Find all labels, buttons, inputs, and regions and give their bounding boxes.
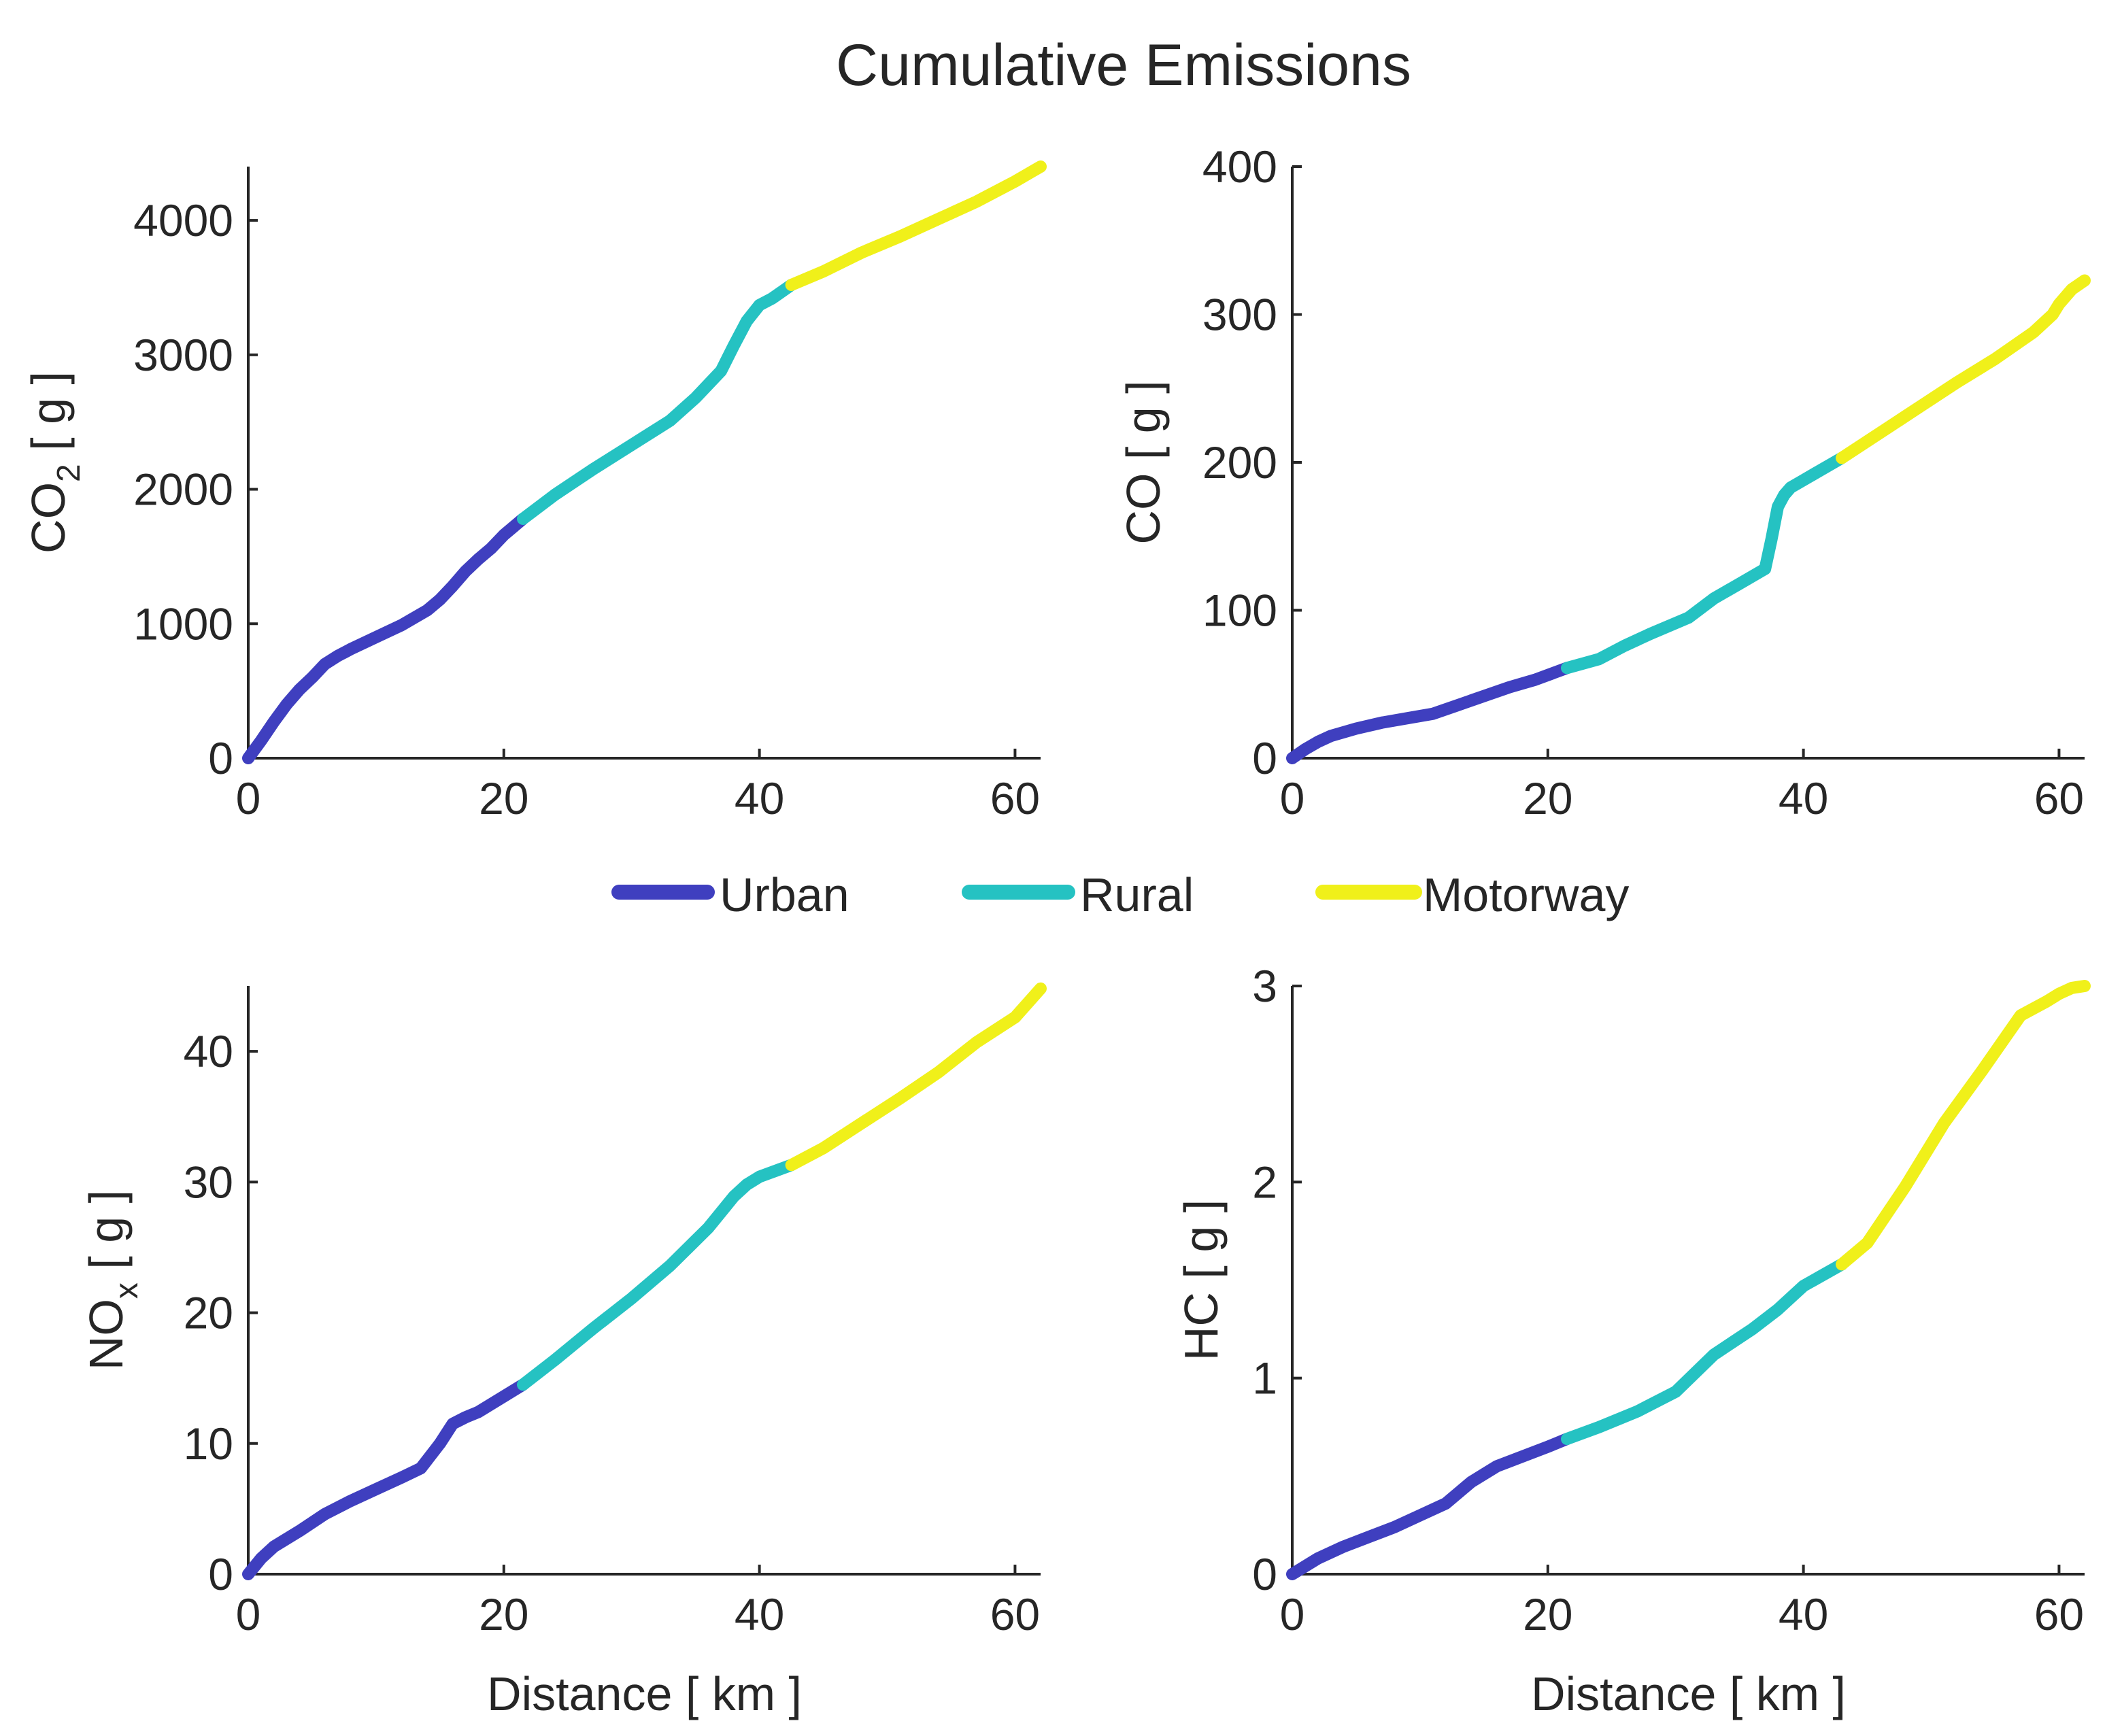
y-tick-label-co2: 0 [208, 733, 233, 783]
x-tick-label-co: 60 [2034, 773, 2084, 823]
y-tick-label-co2: 1000 [133, 598, 233, 649]
y-tick-label-co: 0 [1252, 733, 1277, 783]
y-axis-label-subscript: 2 [51, 464, 87, 482]
x-tick-label-hc: 20 [1523, 1589, 1572, 1639]
x-tick-label-co: 20 [1523, 773, 1572, 823]
series-line-rural-co [1561, 452, 1848, 675]
y-tick-label-hc: 1 [1252, 1353, 1277, 1403]
y-tick-label-hc: 2 [1252, 1157, 1277, 1207]
y-tick-label-nox: 0 [208, 1549, 233, 1599]
series-line-rural-nox [517, 1159, 798, 1391]
series-line-motorway-nox [785, 982, 1047, 1172]
y-axis-label-unit: [ g ] [80, 1190, 133, 1282]
y-tick-label-nox: 10 [184, 1418, 233, 1469]
x-tick-label-co2: 0 [236, 773, 261, 823]
legend-label-urban: Urban [720, 868, 849, 921]
series-line-urban-co2 [242, 513, 529, 764]
y-tick-label-co2: 3000 [133, 330, 233, 380]
y-tick-label-hc: 3 [1252, 961, 1277, 1011]
series-line-rural-hc [1561, 1258, 1848, 1446]
x-tick-label-co2: 20 [479, 773, 528, 823]
series-line-urban-hc [1286, 1433, 1573, 1580]
series-line-motorway-hc [1836, 980, 2091, 1271]
x-tick-label-hc: 40 [1779, 1589, 1828, 1639]
y-axis-label-main: CO [22, 482, 75, 554]
subplot-co: 0 20 40 60 0 100 200 300 400 CO [ g ] [1117, 141, 2091, 823]
legend-label-rural: Rural [1080, 868, 1194, 921]
y-axis-label-unit: [ g ] [1175, 1199, 1228, 1292]
subplot-nox: 0 20 40 60 0 10 20 30 40 NOx [ g ] Distance [ km ] [80, 982, 1047, 1720]
series-line-urban-co [1286, 662, 1573, 764]
y-axis-label-nox: NOx [ g ] [80, 1190, 145, 1370]
subplot-hc: 0 20 40 60 0 1 2 3 HC [ g ] Distance [ km ] [1175, 961, 2091, 1720]
x-tick-label-hc: 0 [1280, 1589, 1305, 1639]
x-tick-label-co: 0 [1280, 773, 1305, 823]
x-tick-label-nox: 60 [990, 1589, 1040, 1639]
x-axis-label-nox: Distance [ km ] [487, 1667, 802, 1720]
x-tick-label-co2: 60 [990, 773, 1040, 823]
y-axis-label-main: NO [80, 1299, 133, 1370]
x-tick-label-co: 40 [1779, 773, 1828, 823]
y-axis-label-main: HC [1175, 1292, 1228, 1361]
y-tick-label-nox: 20 [184, 1288, 233, 1338]
x-tick-label-nox: 0 [236, 1589, 261, 1639]
chart-title: Cumulative Emissions [836, 33, 1411, 98]
x-tick-label-nox: 20 [479, 1589, 528, 1639]
y-tick-label-hc: 0 [1252, 1549, 1277, 1599]
subplot-co2: 0 20 40 60 0 1000 2000 3000 4000 CO2 [ g ] [22, 160, 1047, 823]
x-tick-label-co2: 40 [735, 773, 784, 823]
y-axis-label-co: CO [ g ] [1117, 380, 1170, 544]
y-tick-label-co: 300 [1202, 290, 1277, 340]
x-tick-label-nox: 40 [735, 1589, 784, 1639]
y-axis-label-unit: [ g ] [1117, 380, 1170, 473]
y-tick-label-co: 200 [1202, 437, 1277, 488]
x-tick-label-hc: 60 [2034, 1589, 2084, 1639]
series-line-motorway-co2 [785, 160, 1047, 291]
y-tick-label-co: 100 [1202, 585, 1277, 636]
series-line-motorway-co [1836, 274, 2091, 464]
series-line-rural-co2 [517, 279, 798, 525]
x-axis-label-hc: Distance [ km ] [1531, 1667, 1846, 1720]
y-tick-label-co: 400 [1202, 141, 1277, 192]
y-axis-label-co2: CO2 [ g ] [22, 371, 87, 554]
y-tick-label-co2: 2000 [133, 464, 233, 515]
y-tick-label-co2: 4000 [133, 195, 233, 245]
y-tick-label-nox: 40 [184, 1026, 233, 1076]
y-axis-label-main: CO [1117, 473, 1170, 545]
y-axis-label-subscript: x [109, 1282, 145, 1299]
legend: Urban Rural Motorway [611, 868, 1629, 921]
legend-label-motorway: Motorway [1423, 868, 1629, 921]
y-axis-label-hc: HC [ g ] [1175, 1199, 1228, 1361]
y-axis-label-unit: [ g ] [22, 371, 75, 464]
y-tick-label-nox: 30 [184, 1157, 233, 1207]
series-line-urban-nox [242, 1378, 529, 1580]
